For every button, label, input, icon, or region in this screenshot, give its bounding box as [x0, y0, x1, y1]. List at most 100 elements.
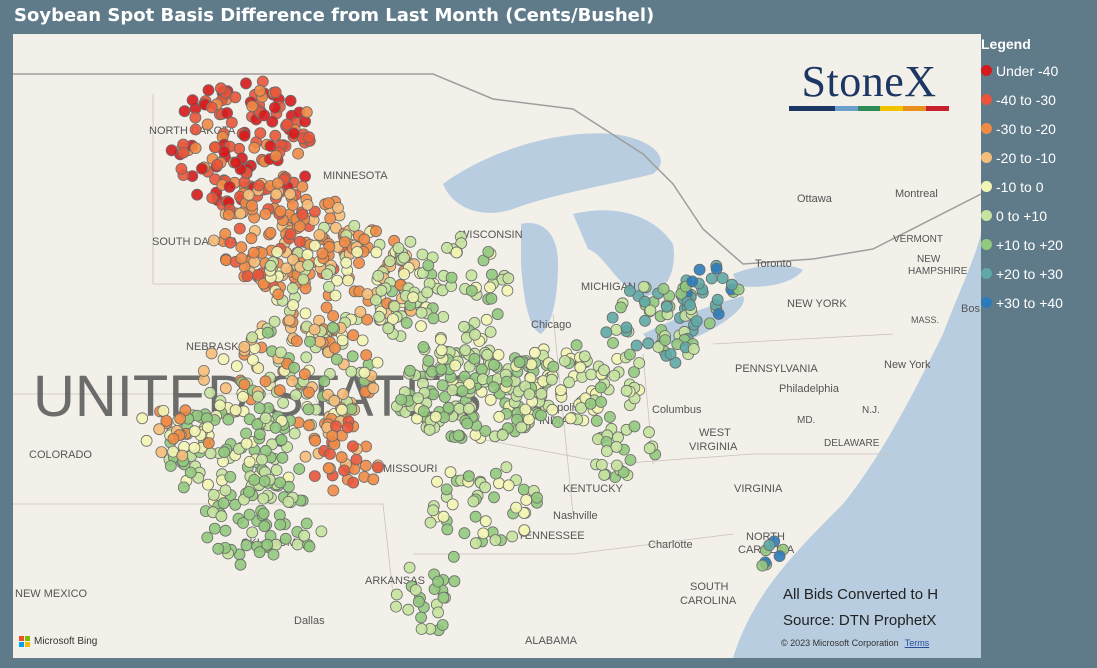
- basis-point-marker[interactable]: [309, 434, 322, 447]
- basis-point-marker[interactable]: [563, 376, 575, 389]
- basis-point-marker[interactable]: [598, 469, 611, 481]
- basis-point-marker[interactable]: [604, 411, 616, 423]
- basis-point-marker[interactable]: [438, 391, 451, 403]
- basis-point-marker[interactable]: [235, 241, 248, 254]
- basis-point-marker[interactable]: [353, 257, 365, 269]
- basis-point-marker[interactable]: [256, 453, 268, 466]
- basis-point-marker[interactable]: [383, 255, 396, 268]
- basis-point-marker[interactable]: [245, 232, 258, 245]
- basis-point-marker[interactable]: [274, 346, 287, 359]
- basis-point-marker[interactable]: [578, 350, 591, 363]
- basis-point-marker[interactable]: [370, 225, 382, 238]
- basis-point-marker[interactable]: [427, 312, 440, 325]
- basis-point-marker[interactable]: [456, 385, 469, 397]
- basis-point-marker[interactable]: [324, 212, 337, 225]
- basis-point-marker[interactable]: [402, 603, 415, 616]
- basis-point-marker[interactable]: [320, 301, 333, 314]
- basis-point-marker[interactable]: [165, 144, 178, 157]
- basis-point-marker[interactable]: [153, 423, 166, 436]
- basis-point-marker[interactable]: [223, 180, 236, 193]
- basis-point-marker[interactable]: [253, 546, 266, 559]
- basis-point-marker[interactable]: [167, 432, 180, 445]
- basis-point-marker[interactable]: [493, 410, 506, 423]
- legend-item[interactable]: +10 to +20: [981, 230, 1093, 259]
- basis-point-marker[interactable]: [248, 473, 261, 486]
- basis-point-marker[interactable]: [506, 530, 519, 543]
- basis-point-marker[interactable]: [595, 458, 608, 471]
- basis-point-marker[interactable]: [624, 454, 637, 466]
- basis-point-marker[interactable]: [290, 335, 303, 348]
- basis-point-marker[interactable]: [286, 199, 299, 212]
- basis-point-marker[interactable]: [492, 348, 505, 361]
- basis-point-marker[interactable]: [238, 129, 251, 142]
- basis-point-marker[interactable]: [287, 253, 299, 266]
- basis-point-marker[interactable]: [261, 538, 274, 551]
- basis-point-marker[interactable]: [253, 84, 266, 97]
- basis-point-marker[interactable]: [664, 348, 677, 360]
- basis-point-marker[interactable]: [328, 394, 341, 407]
- basis-point-marker[interactable]: [559, 355, 571, 367]
- basis-point-marker[interactable]: [437, 510, 450, 523]
- basis-point-marker[interactable]: [201, 531, 214, 544]
- basis-point-marker[interactable]: [347, 329, 360, 342]
- basis-point-marker[interactable]: [176, 449, 189, 462]
- basis-point-marker[interactable]: [445, 271, 458, 284]
- basis-point-marker[interactable]: [342, 274, 355, 287]
- basis-point-marker[interactable]: [371, 461, 384, 474]
- basis-point-marker[interactable]: [284, 228, 297, 240]
- basis-point-marker[interactable]: [415, 320, 427, 333]
- basis-point-marker[interactable]: [436, 379, 449, 392]
- basis-point-marker[interactable]: [207, 234, 220, 247]
- basis-point-marker[interactable]: [441, 241, 453, 254]
- basis-point-marker[interactable]: [555, 384, 567, 397]
- basis-point-marker[interactable]: [296, 208, 309, 221]
- basis-point-marker[interactable]: [321, 268, 333, 281]
- basis-point-marker[interactable]: [240, 437, 253, 450]
- basis-point-marker[interactable]: [373, 310, 386, 323]
- basis-point-marker[interactable]: [431, 475, 443, 488]
- basis-point-marker[interactable]: [201, 118, 214, 131]
- basis-point-marker[interactable]: [315, 525, 328, 538]
- basis-point-marker[interactable]: [259, 412, 272, 425]
- basis-point-marker[interactable]: [489, 467, 502, 480]
- basis-point-marker[interactable]: [348, 219, 361, 232]
- basis-point-marker[interactable]: [225, 116, 238, 129]
- basis-point-marker[interactable]: [207, 488, 220, 501]
- basis-point-marker[interactable]: [388, 300, 401, 313]
- basis-point-marker[interactable]: [423, 423, 436, 436]
- basis-point-marker[interactable]: [502, 272, 515, 285]
- basis-point-marker[interactable]: [361, 313, 374, 326]
- basis-point-marker[interactable]: [287, 127, 300, 140]
- basis-point-marker[interactable]: [197, 364, 210, 377]
- basis-point-marker[interactable]: [284, 94, 297, 107]
- basis-point-marker[interactable]: [595, 396, 607, 408]
- basis-point-marker[interactable]: [564, 412, 577, 425]
- basis-point-marker[interactable]: [246, 354, 259, 366]
- basis-point-marker[interactable]: [440, 483, 453, 496]
- basis-point-marker[interactable]: [268, 315, 281, 328]
- basis-point-marker[interactable]: [519, 403, 532, 416]
- basis-point-marker[interactable]: [684, 299, 696, 312]
- basis-point-marker[interactable]: [303, 419, 315, 432]
- basis-point-marker[interactable]: [624, 348, 636, 361]
- basis-point-marker[interactable]: [308, 205, 321, 218]
- basis-point-marker[interactable]: [630, 339, 643, 352]
- basis-point-marker[interactable]: [341, 421, 354, 434]
- basis-point-marker[interactable]: [217, 497, 230, 510]
- basis-point-marker[interactable]: [202, 478, 214, 491]
- basis-point-marker[interactable]: [240, 77, 252, 90]
- basis-point-marker[interactable]: [444, 466, 457, 479]
- basis-point-marker[interactable]: [338, 464, 351, 477]
- basis-point-marker[interactable]: [484, 281, 496, 294]
- basis-point-marker[interactable]: [610, 440, 623, 453]
- basis-point-marker[interactable]: [293, 235, 306, 248]
- basis-point-marker[interactable]: [303, 131, 316, 144]
- basis-point-marker[interactable]: [206, 192, 219, 204]
- basis-point-marker[interactable]: [535, 387, 548, 400]
- basis-point-marker[interactable]: [436, 619, 449, 631]
- basis-point-marker[interactable]: [354, 305, 367, 318]
- basis-point-marker[interactable]: [347, 476, 360, 489]
- basis-point-marker[interactable]: [253, 402, 266, 415]
- basis-point-marker[interactable]: [450, 246, 463, 259]
- basis-point-marker[interactable]: [247, 246, 260, 259]
